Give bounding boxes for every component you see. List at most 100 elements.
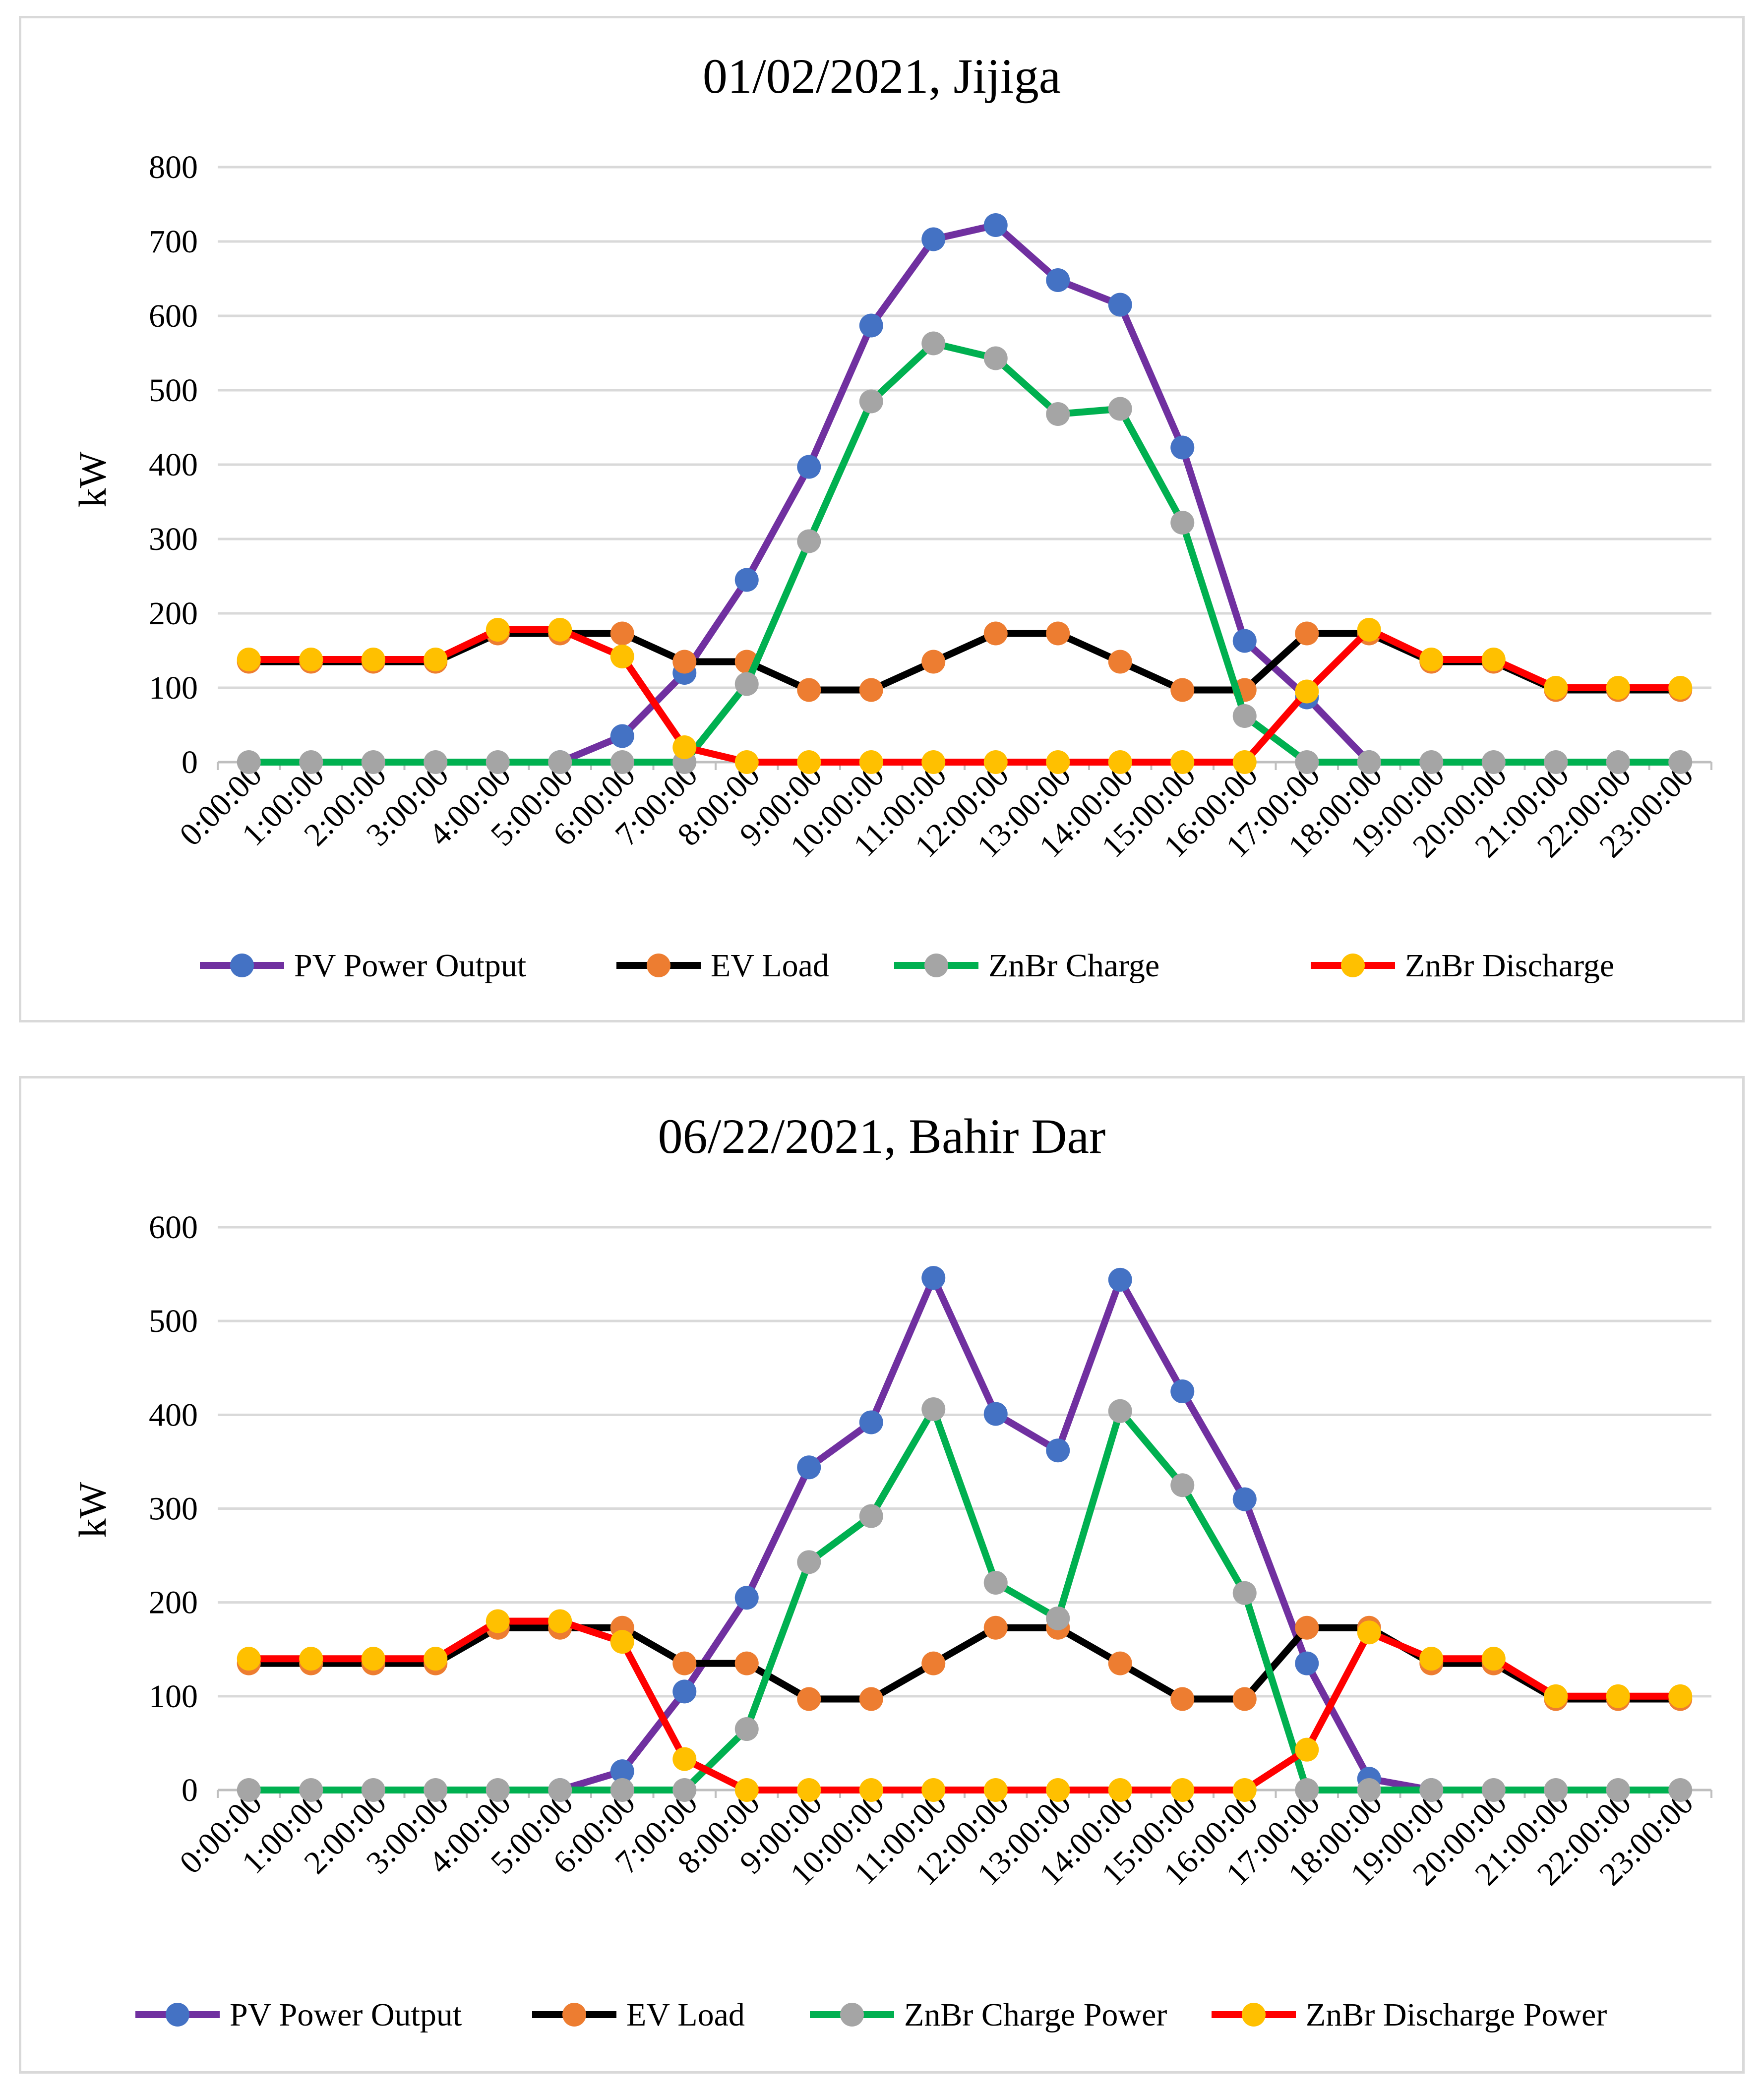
data-point — [1544, 676, 1568, 700]
y-axis-ticks: 0 100 200 300 400 500 600 700 800 — [149, 149, 198, 780]
data-point — [299, 1647, 323, 1671]
data-point — [1295, 621, 1319, 646]
data-point — [1170, 1379, 1195, 1404]
data-point — [797, 1778, 821, 1802]
legend-label: ZnBr Discharge — [1405, 948, 1614, 984]
data-point — [486, 750, 510, 774]
data-point — [548, 1778, 572, 1802]
y-tick-label: 600 — [149, 298, 198, 334]
chart-title: 01/02/2021, Jijiga — [703, 49, 1061, 104]
data-point — [1419, 1778, 1444, 1802]
data-point — [734, 750, 759, 774]
data-point — [672, 735, 697, 759]
data-point — [1419, 1647, 1444, 1671]
legend-swatch-marker — [840, 2003, 864, 2027]
data-point — [983, 1402, 1008, 1426]
gridlines — [218, 166, 1711, 764]
legend-swatch-marker — [562, 2003, 586, 2027]
data-point — [1170, 678, 1195, 702]
data-point — [983, 1778, 1008, 1802]
data-point — [486, 1778, 510, 1802]
y-axis-label: kW — [71, 451, 114, 507]
legend-swatch-marker — [166, 2003, 189, 2027]
chart-panel-bahir-dar: 06/22/2021, Bahir Dar kW 0 100 200 300 400 50… — [19, 1076, 1745, 2074]
data-point — [983, 1570, 1008, 1595]
data-point — [921, 1651, 946, 1675]
data-point — [1606, 750, 1630, 774]
data-point — [1108, 397, 1132, 421]
legend-label: ZnBr Charge — [988, 948, 1159, 984]
data-point — [672, 1778, 697, 1802]
series-lines — [237, 213, 1693, 774]
y-tick-label: 0 — [182, 744, 198, 780]
data-point — [299, 648, 323, 671]
data-point — [299, 1778, 323, 1802]
series-2 — [237, 1397, 1693, 1802]
data-point — [237, 1647, 261, 1671]
data-point — [1419, 750, 1444, 774]
data-point — [859, 1410, 883, 1434]
y-tick-label: 0 — [182, 1772, 198, 1808]
data-point — [797, 1687, 821, 1711]
y-tick-label: 100 — [149, 670, 198, 706]
data-point — [361, 750, 385, 774]
data-point — [1606, 1684, 1630, 1708]
data-point — [1170, 435, 1195, 460]
y-tick-label: 700 — [149, 224, 198, 260]
data-point — [921, 227, 946, 251]
data-point — [859, 750, 883, 774]
data-point — [1419, 648, 1444, 671]
data-point — [1668, 1778, 1693, 1802]
data-point — [610, 621, 634, 646]
data-point — [1170, 1473, 1195, 1497]
data-point — [797, 1455, 821, 1480]
data-point — [548, 750, 572, 774]
data-point — [1357, 1778, 1381, 1802]
data-point — [1232, 629, 1257, 653]
legend: PV Power Output EV Load ZnBr Charge ZnBr Di… — [200, 948, 1614, 984]
legend-swatch-marker — [924, 954, 948, 977]
data-point — [1108, 1399, 1132, 1423]
data-point — [1232, 1581, 1257, 1605]
data-point — [983, 1615, 1008, 1640]
legend-label: ZnBr Charge Power — [904, 1997, 1167, 2033]
data-point — [1481, 648, 1506, 671]
data-point — [983, 346, 1008, 370]
chart-panel-jijiga: 01/02/2021, Jijiga kW 0 100 200 300 400 500 60… — [19, 16, 1745, 1022]
x-axis-ticks: 0:00:001:00:002:00:003:00:004:00:005:00:… — [173, 1785, 1712, 1893]
data-point — [237, 648, 261, 671]
data-point — [424, 1647, 448, 1671]
data-point — [1357, 750, 1381, 774]
data-point — [361, 1647, 385, 1671]
data-point — [797, 529, 821, 553]
data-point — [1046, 1438, 1070, 1463]
legend-label: EV Load — [711, 948, 829, 984]
data-point — [1108, 650, 1132, 674]
y-tick-label: 500 — [149, 1303, 198, 1339]
data-point — [1046, 268, 1070, 292]
data-point — [1544, 1778, 1568, 1802]
gridlines — [218, 1226, 1711, 1792]
data-point — [1108, 750, 1132, 774]
data-point — [424, 750, 448, 774]
data-point — [734, 1586, 759, 1610]
data-point — [921, 1397, 946, 1421]
y-tick-label: 100 — [149, 1678, 198, 1715]
series-line — [556, 1274, 1435, 1793]
series-3 — [237, 618, 1693, 774]
data-point — [1357, 618, 1381, 642]
y-tick-label: 600 — [149, 1209, 198, 1246]
y-axis-label: kW — [71, 1482, 114, 1538]
data-point — [237, 750, 261, 774]
chart-title: 06/22/2021, Bahir Dar — [658, 1109, 1106, 1164]
data-point — [1046, 402, 1070, 426]
data-point — [983, 750, 1008, 774]
data-point — [1232, 704, 1257, 728]
data-point — [859, 678, 883, 702]
legend-label: EV Load — [626, 1997, 745, 2033]
data-point — [672, 650, 697, 674]
data-point — [1046, 1778, 1070, 1802]
data-point — [1668, 1684, 1693, 1708]
y-tick-label: 400 — [149, 447, 198, 483]
series-3 — [237, 1609, 1693, 1802]
